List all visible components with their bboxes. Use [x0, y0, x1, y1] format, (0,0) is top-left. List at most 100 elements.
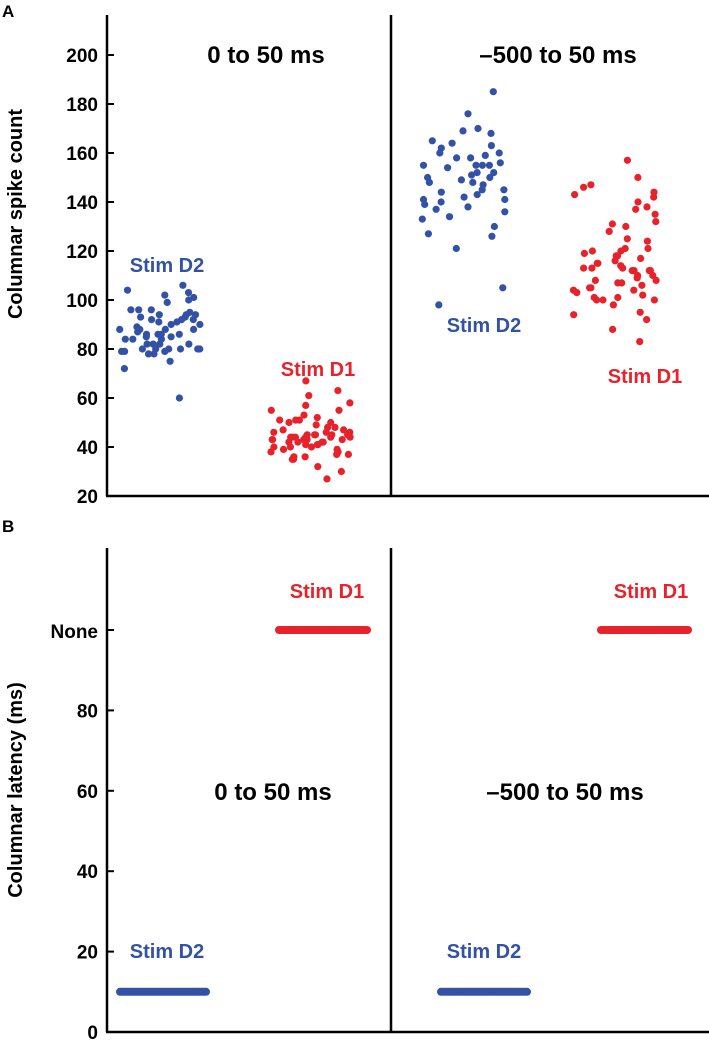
- y-ticks-b: 0 20 40 60 80: [77, 629, 114, 1043]
- data-point-stim-d1: [643, 237, 652, 245]
- data-point-stim-d2: [176, 345, 185, 353]
- data-point-stim-d2: [435, 301, 443, 309]
- data-point-stim-d1: [290, 453, 298, 461]
- data-point-stim-d2: [523, 987, 531, 996]
- data-point-stim-d2: [127, 306, 135, 314]
- data-point-stim-d2: [500, 186, 508, 194]
- data-point-stim-d2: [143, 340, 151, 348]
- data-point-stim-d1: [363, 626, 371, 634]
- data-point-stim-d2: [161, 325, 169, 333]
- data-point-stim-d2: [149, 340, 157, 348]
- data-point-stim-d1: [311, 431, 320, 439]
- data-point-stim-d1: [338, 436, 346, 444]
- data-point-stim-d1: [313, 441, 321, 449]
- panel-label-a: A: [2, 2, 14, 21]
- data-point-stim-d2: [460, 193, 468, 201]
- y-tick-label-a: 120: [66, 242, 98, 263]
- data-point-stim-d1: [334, 448, 342, 456]
- data-point-stim-d1: [609, 325, 617, 333]
- data-point-stim-d1: [633, 274, 641, 282]
- data-point-stim-d2: [167, 333, 175, 341]
- data-point-stim-d2: [472, 161, 480, 169]
- data-point-stim-d1: [300, 411, 308, 419]
- data-point-stim-d2: [190, 293, 198, 302]
- data-point-stim-d1: [344, 450, 352, 458]
- data-point-stim-d1: [623, 235, 631, 243]
- data-point-stim-d2: [138, 345, 146, 353]
- data-point-stim-d1: [612, 252, 620, 260]
- y-axis-label-b: Columnar latency (ms): [5, 682, 27, 898]
- data-point-stim-d2: [437, 188, 445, 196]
- data-point-stim-d2: [136, 325, 144, 333]
- data-point-stim-d2: [175, 394, 183, 402]
- data-point-stim-d1: [586, 284, 594, 292]
- data-point-stim-d1: [268, 436, 276, 444]
- data-point-stim-d1: [285, 418, 293, 427]
- data-point-stim-d2: [464, 110, 472, 118]
- data-point-stim-d1: [314, 463, 322, 471]
- data-point-stim-d1: [291, 433, 299, 441]
- data-point-stim-d2: [155, 311, 163, 319]
- data-point-stim-d2: [163, 298, 171, 306]
- y-tick-label-a: 180: [66, 95, 98, 116]
- legend-stim-d1-b-1: Stim D1: [614, 581, 688, 603]
- data-point-stim-d1: [580, 249, 589, 257]
- data-point-stim-d2: [501, 208, 509, 216]
- data-point-stim-d2: [121, 335, 129, 343]
- data-point-stim-d1: [324, 423, 332, 431]
- data-point-stim-d1: [591, 276, 600, 284]
- data-point-stim-d2: [129, 335, 137, 343]
- data-point-stim-d1: [276, 416, 284, 424]
- data-point-stim-d1: [684, 626, 692, 634]
- y-tick-label-a: 20: [77, 487, 98, 508]
- data-point-stim-d1: [639, 291, 647, 299]
- data-point-stim-d1: [643, 203, 651, 211]
- data-point-stim-d2: [488, 232, 496, 240]
- y-tick-label-a: 140: [66, 193, 98, 214]
- data-point-stim-d2: [487, 129, 495, 137]
- data-point-stim-d2: [499, 284, 507, 292]
- data-point-stim-d1: [312, 421, 320, 429]
- data-point-stim-d1: [630, 286, 638, 294]
- data-point-stim-d2: [196, 345, 204, 353]
- data-point-stim-d2: [179, 281, 187, 289]
- legend-stim-d2-a-1: Stim D2: [447, 315, 521, 337]
- data-point-stim-d1: [623, 156, 632, 164]
- data-point-stim-d1: [270, 443, 278, 451]
- data-point-stim-d2: [190, 325, 198, 333]
- data-point-stim-d1: [346, 399, 354, 407]
- data-point-stim-d2: [175, 330, 183, 338]
- data-point-stim-d2: [185, 340, 193, 348]
- data-point-stim-d1: [644, 244, 652, 253]
- data-point-stim-d1: [580, 183, 588, 191]
- data-point-stim-d1: [650, 296, 659, 304]
- data-point-stim-d2: [464, 203, 472, 211]
- y-tick-label-b: 60: [77, 782, 98, 803]
- data-point-stim-d1: [313, 414, 321, 422]
- data-point-stim-d2: [147, 306, 155, 314]
- data-point-stim-d1: [587, 181, 595, 189]
- data-point-stim-d2: [473, 191, 481, 199]
- window-title-a-0: 0 to 50 ms: [207, 42, 324, 69]
- data-point-stim-d2: [432, 205, 440, 213]
- data-point-stim-d2: [452, 244, 460, 253]
- data-point-stim-d1: [614, 293, 622, 302]
- data-point-stim-d1: [335, 406, 343, 414]
- data-point-stim-d1: [588, 264, 596, 272]
- data-point-stim-d2: [142, 330, 151, 338]
- data-point-stim-d1: [588, 247, 597, 255]
- data-point-stim-d2: [154, 330, 162, 338]
- data-point-stim-d2: [428, 137, 436, 145]
- y-tick-label-none: None: [51, 622, 99, 643]
- y-tick-label-b: 0: [87, 1023, 98, 1043]
- data-point-stim-d1: [334, 387, 342, 395]
- data-point-stim-d2: [481, 151, 489, 159]
- data-point-stim-d1: [593, 296, 601, 304]
- data-points-b: [116, 626, 692, 996]
- data-point-stim-d1: [302, 401, 310, 409]
- data-point-stim-d1: [307, 443, 316, 451]
- legend-stim-d2-a-0: Stim D2: [130, 255, 204, 277]
- data-point-stim-d2: [148, 316, 156, 324]
- panel-a: A Columnar spike count 20 40 60 80 100 120 140…: [2, 2, 709, 508]
